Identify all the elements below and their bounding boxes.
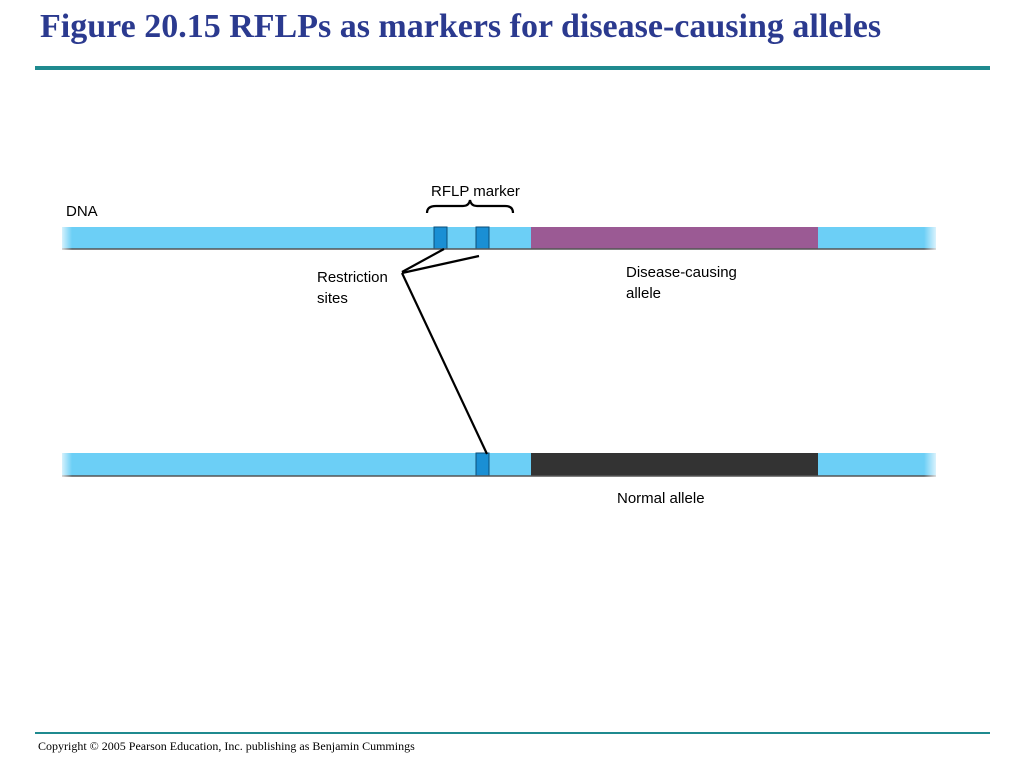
pointer-line-3 [401,272,488,455]
restriction-site [475,452,490,477]
restriction-site-1 [433,226,448,250]
normal-allele-label: Normal allele [617,490,705,507]
slide-title: Figure 20.15 RFLPs as markers for diseas… [40,8,882,45]
restriction-site-pointers [401,248,488,455]
strand-fade-left [58,224,72,252]
strand-fade-right [924,224,940,252]
strand-fade-right [924,450,940,479]
dna-strand-disease [58,224,940,252]
pointer-line-2 [401,254,480,275]
disease-allele-region [531,227,818,249]
dna-strand-normal [58,450,940,479]
dna-label: DNA [66,203,98,220]
copyright-text: Copyright © 2005 Pearson Education, Inc.… [38,739,415,753]
pointer-line-1 [401,248,445,273]
footer-divider [35,732,990,734]
normal-allele-region [531,453,818,476]
strand-fade-left [58,450,72,479]
restriction-site-2 [475,226,490,250]
restriction-sites-label: Restriction sites [317,269,388,307]
rflp-marker-label: RFLP marker [431,183,520,200]
title-divider [35,66,990,70]
rflp-marker-brace [425,199,515,214]
disease-allele-label: Disease-causing allele [626,264,737,302]
